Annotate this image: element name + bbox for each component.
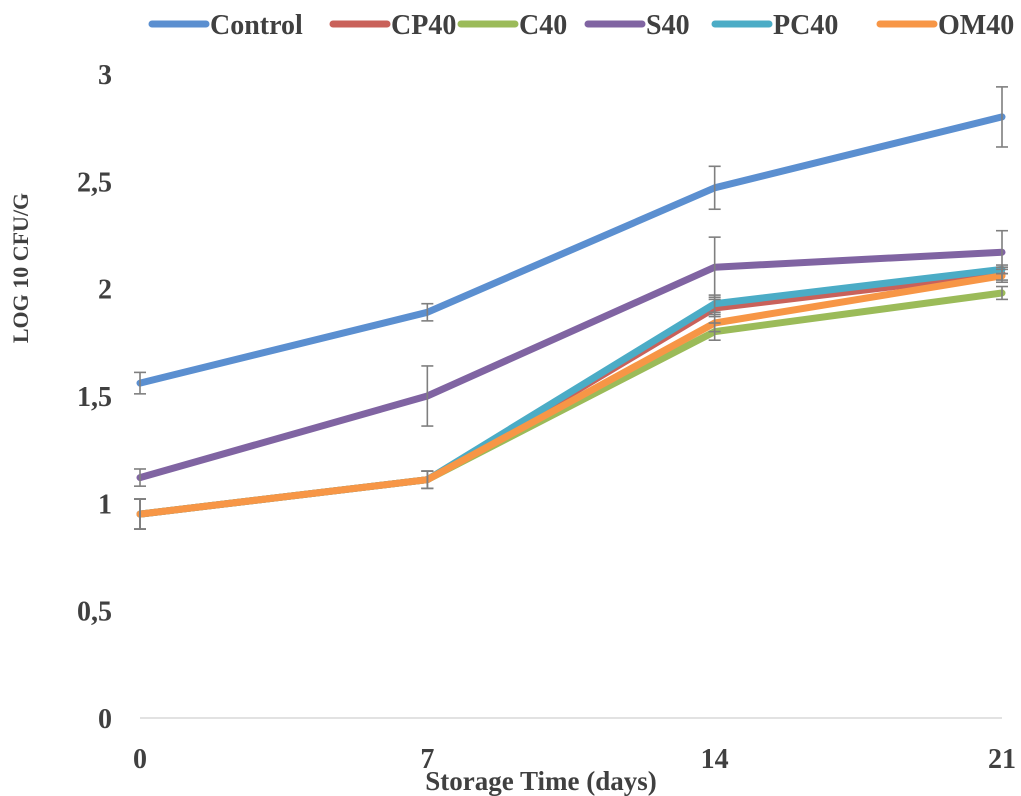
y-tick-label: 2,5 [77, 167, 112, 198]
error-bar [708, 165, 721, 211]
error-bar [708, 294, 721, 314]
y-tick-label: 3 [98, 60, 112, 91]
legend-label: CP40 [391, 10, 456, 41]
legend-item-s40: S40 [584, 10, 690, 41]
error-bar [708, 313, 721, 333]
x-tick-label: 14 [701, 744, 729, 775]
x-tick-label: 21 [988, 744, 1016, 775]
legend-item-c40: C40 [457, 10, 567, 41]
legend-item-cp40: CP40 [329, 10, 456, 41]
legend-item-pc40: PC40 [711, 10, 838, 41]
legend-label: OM40 [938, 10, 1014, 41]
error-bar [421, 365, 434, 427]
error-bar [134, 498, 146, 530]
legend-label: S40 [646, 10, 690, 41]
series-line-s40 [136, 248, 1006, 482]
errorbar-layer [134, 86, 1008, 530]
error-bar [134, 468, 146, 487]
y-tick-label: 0,5 [77, 597, 112, 628]
series-line-pc40 [136, 265, 1006, 518]
x-axis-ticks: 0 7 14 21 [133, 744, 1016, 775]
y-tick-label: 0 [98, 704, 112, 735]
series-layer [136, 113, 1006, 518]
y-tick-label: 1,5 [77, 382, 112, 413]
x-axis-title: Storage Time (days) [425, 766, 657, 796]
x-tick-label: 0 [133, 744, 147, 775]
x-tick-label: 7 [420, 744, 434, 775]
legend-item-control: Control [148, 10, 303, 41]
error-bar [421, 470, 434, 490]
error-bar [996, 86, 1008, 148]
series-line-control [136, 113, 1006, 387]
legend-label: PC40 [773, 10, 838, 41]
y-tick-label: 1 [98, 489, 112, 520]
error-bar [996, 268, 1008, 284]
legend-label: C40 [519, 10, 567, 41]
error-bar [134, 371, 146, 395]
legend-item-om40: OM40 [876, 10, 1014, 41]
chart-legend: Control CP40 C40 S40 PC40 OM40 [148, 10, 1014, 41]
series-line-om40 [136, 272, 1006, 518]
legend-label: Control [210, 10, 303, 41]
y-axis-ticks: 0 0,5 1 1,5 2 2,5 3 [77, 60, 112, 735]
y-tick-label: 2 [98, 275, 112, 306]
error-bar [421, 302, 434, 322]
error-bar [996, 285, 1008, 301]
y-axis-title: LOG 10 CFU/G [8, 193, 33, 343]
